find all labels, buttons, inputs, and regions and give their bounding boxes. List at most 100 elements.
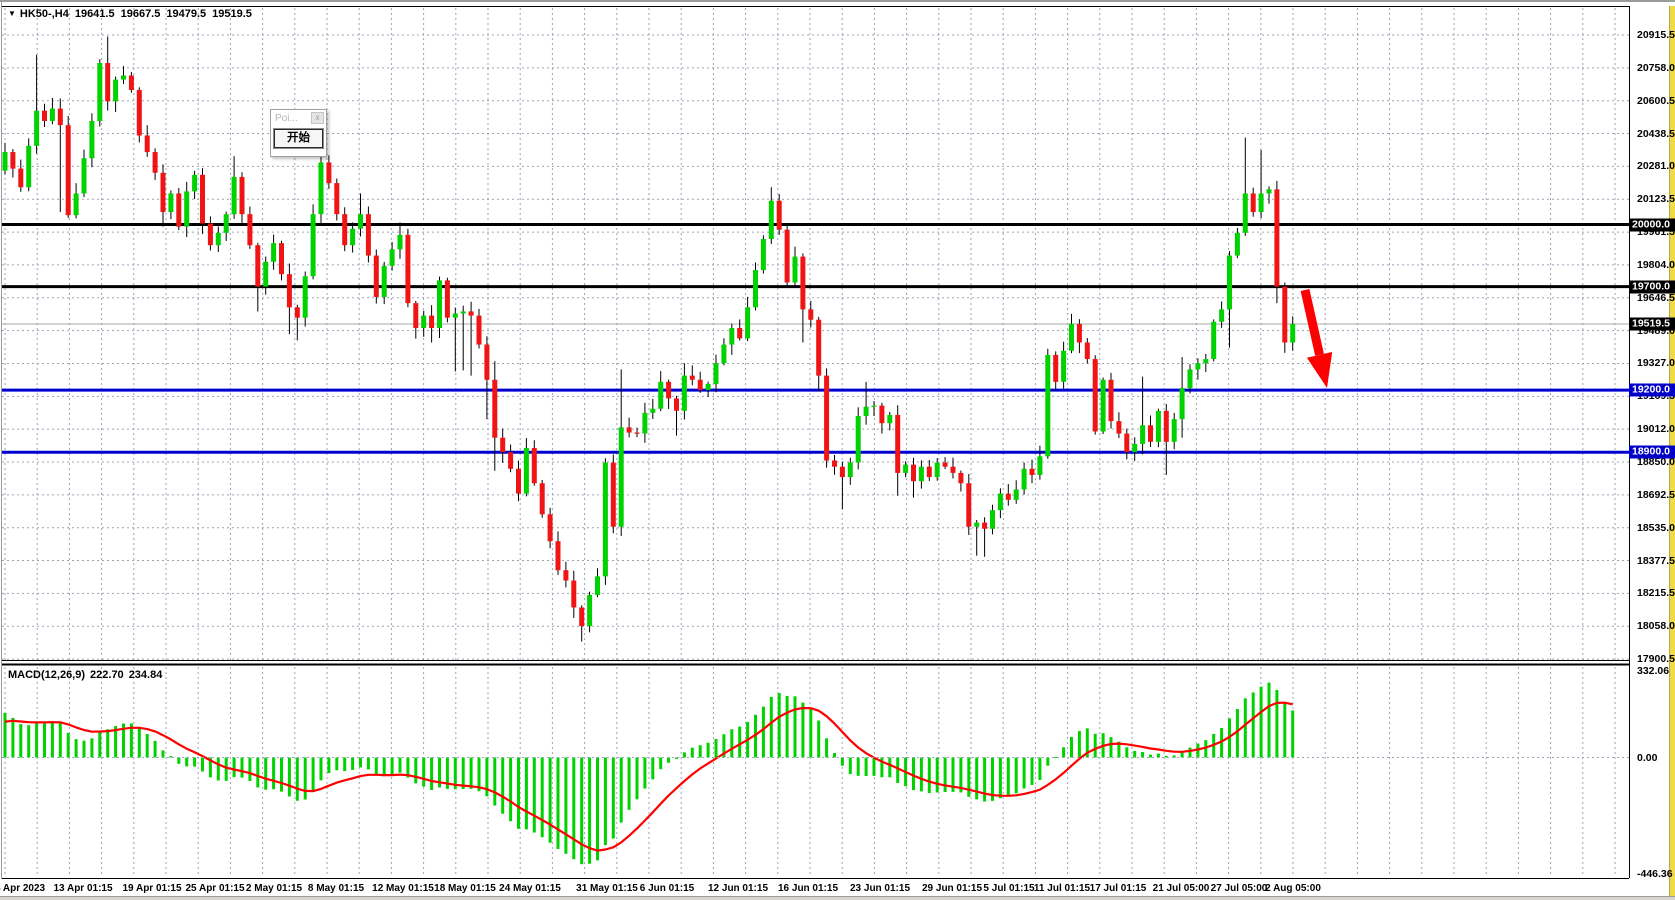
macd-histogram-bar	[611, 757, 615, 839]
macd-histogram-bar	[880, 757, 884, 778]
macd-histogram-bar	[706, 742, 710, 758]
candle-body-bear	[626, 427, 632, 433]
candle-body-bear	[816, 319, 822, 376]
candle-body-bear	[563, 570, 569, 581]
macd-histogram-bar	[603, 757, 607, 846]
candle-body-bear	[784, 229, 790, 283]
date-label: 8 May 01:15	[307, 883, 365, 894]
main-plot-area[interactable]	[2, 6, 1629, 660]
price-tick-label: 18377.5	[1637, 554, 1675, 567]
macd-histogram-bar	[580, 757, 584, 865]
macd-histogram-bar	[1054, 757, 1058, 759]
ohlc-open: 19641.5	[74, 8, 115, 20]
candle-body-bull	[681, 375, 687, 411]
candle-body-bear	[239, 176, 245, 215]
candle-body-bear	[200, 174, 205, 224]
macd-histogram-bar	[216, 757, 220, 781]
candle-body-bear	[824, 375, 830, 461]
candle-body-bear	[697, 379, 703, 391]
candle-body-bull	[1179, 388, 1185, 420]
macd-histogram-bar	[1141, 752, 1145, 758]
close-icon[interactable]: x	[311, 112, 324, 124]
macd-histogram-bar	[287, 757, 291, 797]
macd-histogram-bar	[295, 757, 299, 801]
candle-body-bull	[2, 152, 8, 171]
macd-histogram-bar	[667, 757, 671, 763]
candle-body-bull	[713, 363, 719, 384]
candle-body-bear	[926, 466, 932, 478]
macd-histogram-bar	[501, 757, 505, 814]
candle-body-bull	[49, 108, 55, 122]
macd-histogram-bar	[730, 729, 734, 758]
macd-histogram-bar	[438, 757, 441, 788]
macd-histogram-bar	[556, 757, 560, 849]
macd-histogram-bar	[1006, 757, 1010, 797]
candle-body-bull	[587, 595, 593, 627]
macd-histogram-bar	[698, 745, 702, 758]
macd-histogram-bar	[943, 757, 947, 792]
macd-histogram-bar	[682, 752, 686, 758]
start-button[interactable]: 开始	[274, 129, 323, 148]
macd-histogram-bar	[785, 695, 789, 758]
macd-histogram-bar	[1077, 731, 1081, 758]
candle-body-bear	[57, 108, 63, 126]
macd-histogram-bar	[1109, 737, 1113, 758]
candle-body-bull	[1227, 255, 1232, 310]
candle-body-bull	[1266, 189, 1272, 194]
candle-body-bull	[389, 249, 395, 266]
candle-body-bear	[65, 125, 71, 216]
price-tick-label: 19012.0	[1637, 423, 1675, 436]
candle-body-bull	[381, 265, 387, 297]
candle-body-bull	[1155, 410, 1161, 442]
date-label: 17 Jul 01:15	[1089, 883, 1147, 894]
candle-body-bull	[73, 193, 79, 216]
candle-body-bear	[294, 307, 300, 318]
candle-body-bear	[942, 462, 948, 467]
price-badge-19200.0: 19200.0	[1629, 383, 1675, 397]
macd-histogram-bar	[311, 757, 315, 792]
dialog-titlebar[interactable]: Poi... x	[271, 110, 326, 126]
candle-body-bull	[350, 228, 356, 246]
macd-histogram-bar	[122, 723, 125, 758]
candle-body-bear	[1124, 433, 1130, 453]
candle-body-bear	[737, 328, 743, 339]
macd-histogram-bar	[1149, 754, 1152, 758]
candle-body-bear	[610, 462, 616, 527]
price-tick-label: 20758.0	[1637, 61, 1675, 74]
candle-body-bull	[729, 328, 735, 345]
candle-body-bull	[1171, 419, 1177, 442]
macd-histogram-bar	[722, 734, 726, 758]
candle-body-bear	[1084, 342, 1090, 360]
macd-histogram-bar	[983, 757, 987, 802]
macd-name: MACD(12,26,9)	[8, 669, 86, 681]
candle-body-bull	[602, 462, 608, 577]
macd-histogram-bar	[1125, 747, 1129, 758]
macd-histogram-bar	[1117, 741, 1121, 758]
candle-body-bear	[966, 483, 972, 527]
price-tick-label: 18850.0	[1637, 456, 1675, 469]
candle-body-bear	[492, 379, 498, 438]
macd-histogram-bar	[43, 722, 46, 758]
candle-body-bear	[286, 274, 292, 308]
date-label: 21 Jul 05:00	[1152, 883, 1210, 894]
candle-body-bear	[776, 200, 782, 230]
price-tick-label: 18058.0	[1637, 620, 1675, 633]
macd-histogram-bar	[35, 722, 39, 758]
macd-histogram-bar	[1235, 709, 1239, 758]
macd-histogram-bar	[627, 757, 631, 810]
candle-body-bull	[1061, 350, 1067, 382]
macd-histogram-bar	[327, 757, 331, 774]
macd-histogram-bar	[248, 757, 252, 781]
window-bottom-edge	[0, 896, 1675, 900]
symbol-dropdown-icon[interactable]: ▼	[8, 9, 16, 18]
candle-body-bull	[1219, 309, 1225, 322]
macd-histogram-bar	[264, 757, 268, 790]
candle-body-bull	[421, 315, 427, 329]
candle-body-bull	[618, 427, 624, 527]
time-axis[interactable]	[0, 879, 1629, 896]
candle-body-bull	[642, 412, 648, 434]
macd-histogram-bar	[635, 757, 639, 800]
candle-body-bear	[911, 464, 916, 482]
candle-body-bull	[887, 414, 893, 424]
